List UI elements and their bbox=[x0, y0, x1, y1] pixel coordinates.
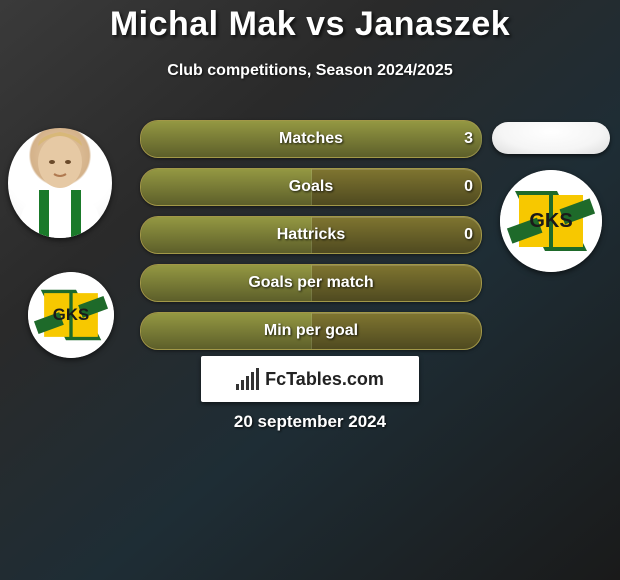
svg-text:GKS: GKS bbox=[529, 210, 572, 232]
page-title: Michal Mak vs Janaszek bbox=[0, 0, 620, 44]
stat-bar-label: Hattricks bbox=[141, 226, 481, 244]
club-badge-right: GKS bbox=[500, 170, 602, 272]
stat-bar-min-per-goal: Min per goal bbox=[140, 312, 482, 350]
brand-card: FcTables.com bbox=[201, 356, 419, 402]
brand-bars-icon bbox=[236, 368, 259, 390]
page-subtitle: Club competitions, Season 2024/2025 bbox=[0, 44, 620, 80]
stat-bars: Matches 3 Goals 0 Hattricks 0 Goals per … bbox=[140, 120, 480, 360]
stat-bar-matches: Matches 3 bbox=[140, 120, 482, 158]
club-logo-icon: GKS bbox=[500, 170, 602, 272]
stat-bar-left-value: 3 bbox=[464, 130, 473, 148]
stat-bar-goals-per-match: Goals per match bbox=[140, 264, 482, 302]
stat-bar-label: Goals bbox=[141, 178, 481, 196]
club-badge-left: GKS bbox=[28, 272, 114, 358]
svg-text:GKS: GKS bbox=[53, 305, 89, 324]
stat-bar-label: Min per goal bbox=[141, 322, 481, 340]
player-silhouette-icon bbox=[8, 128, 112, 238]
h2h-infographic: Michal Mak vs Janaszek Club competitions… bbox=[0, 0, 620, 580]
stat-bar-goals: Goals 0 bbox=[140, 168, 482, 206]
club-logo-icon: GKS bbox=[28, 272, 114, 358]
stat-bar-left-value: 0 bbox=[464, 178, 473, 196]
brand-text: FcTables.com bbox=[265, 369, 384, 390]
snapshot-date: 20 september 2024 bbox=[0, 412, 620, 432]
stat-bar-left-value: 0 bbox=[464, 226, 473, 244]
player-left-avatar bbox=[8, 128, 112, 238]
stat-bar-hattricks: Hattricks 0 bbox=[140, 216, 482, 254]
player-right-placeholder bbox=[492, 122, 610, 154]
stat-bar-label: Goals per match bbox=[141, 274, 481, 292]
stat-bar-label: Matches bbox=[141, 130, 481, 148]
